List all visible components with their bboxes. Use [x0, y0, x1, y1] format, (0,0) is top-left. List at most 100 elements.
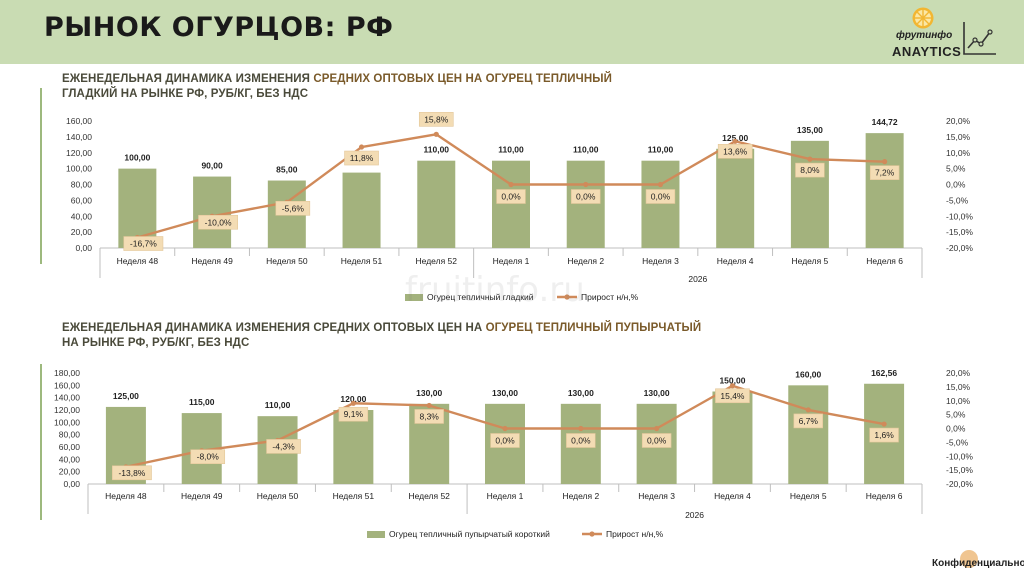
chart2-bar [333, 410, 374, 484]
chart2-legend-line-label: Прирост н/н,% [606, 529, 664, 539]
chart2-growth-label: 15,4% [720, 391, 745, 401]
chart1-growth-label-box [275, 200, 311, 216]
chart1-category-label: Неделя 48 [117, 256, 159, 266]
chart2-y-right-tick: 5,0% [946, 410, 966, 420]
chart1-growth-point [433, 131, 439, 137]
chart2-category-label: Неделя 1 [487, 491, 524, 501]
chart1-bar [193, 176, 232, 248]
chart2-bar-label: 125,00 [113, 391, 139, 401]
chart1-growth-label-box [571, 189, 601, 204]
chart1-legend-bar-swatch [405, 294, 423, 301]
chart2-y-right-tick: 20,0% [946, 368, 971, 378]
chart2-legend-line-marker [589, 531, 595, 537]
chart2-bar-label: 160,00 [795, 369, 821, 379]
chart2-y-right-tick: 10,0% [946, 396, 971, 406]
chart2-growth-point [426, 402, 432, 409]
chart1-bar-label: 144,72 [872, 117, 898, 127]
chart1-category-label: Неделя 4 [717, 256, 754, 266]
chart1-category-label: Неделя 3 [642, 256, 679, 266]
chart1-growth-label-box [198, 214, 238, 230]
chart2-growth-point [350, 400, 356, 406]
chart2-year-label: 2026 [685, 510, 704, 520]
chart2-y-left-tick: 160,00 [54, 380, 80, 390]
chart2-bar-label: 150,00 [719, 376, 745, 386]
chart1-growth-label-box [496, 189, 526, 204]
chart1-growth-label: 8,0% [800, 165, 820, 175]
chart1-y-left-tick: 60,00 [71, 195, 93, 205]
brand-logo: фрутинфо ANAYTICS [888, 6, 1008, 60]
chart1-bar-label: 135,00 [797, 125, 823, 135]
chart1-y-right-tick: -20,0% [946, 243, 973, 253]
chart2-growth-label-box [338, 406, 369, 422]
chart2-growth-point [729, 383, 736, 389]
chart2-y-right-tick: 15,0% [946, 382, 971, 392]
chart2-category-label: Неделя 6 [866, 491, 903, 501]
chart2-category-label: Неделя 51 [333, 491, 375, 501]
chart1-growth-label-box [717, 144, 753, 159]
chart1-bar [641, 160, 680, 248]
chart1-growth-label-box [645, 189, 676, 204]
chart2-growth-label-box [190, 449, 226, 465]
chart2-bar-label: 130,00 [644, 388, 670, 398]
chart1-bar-label: 110,00 [573, 145, 599, 155]
chart2-growth-point [654, 425, 660, 432]
chart2-bar-label: 130,00 [492, 388, 518, 398]
chart2-bar [788, 385, 829, 484]
chart2-growth-label: 9,1% [344, 409, 364, 419]
chart2-growth-label-box [490, 433, 520, 448]
chart1-y-right-tick: 5,0% [946, 164, 966, 174]
chart1-title-part1: ЕЖЕНЕДЕЛЬНАЯ ДИНАМИКА ИЗМЕНЕНИЯ [62, 73, 314, 85]
header-band [0, 0, 1024, 64]
chart1-y-right-tick: 0,0% [946, 180, 966, 190]
chart1-category-label: Неделя 52 [416, 256, 458, 266]
chart2-y-right-tick: -15,0% [946, 465, 973, 475]
chart1-bar [342, 172, 381, 248]
chart1-growth-label: 13,6% [723, 146, 748, 156]
chart1-category-label: Неделя 5 [792, 256, 829, 266]
chart1-growth-point [732, 138, 738, 144]
chart1-growth-label: 0,0% [576, 192, 596, 202]
chart2-category-label: Неделя 48 [105, 491, 147, 501]
chart2-y-left-tick: 120,00 [54, 405, 80, 415]
chart1-y-left-tick: 120,00 [66, 148, 92, 158]
chart2-growth-label: 8,3% [419, 411, 439, 421]
chart1-y-left-tick: 140,00 [66, 132, 92, 142]
chart2-legend-bar-label: Огурец тепличный пупырчатый короткий [389, 529, 550, 539]
chart1-y-left-tick: 100,00 [66, 164, 92, 174]
chart2-growth-point [881, 421, 887, 427]
chart1-legend-bar-label: Огурец тепличный гладкий [427, 292, 534, 302]
chart1-category-label: Неделя 49 [191, 256, 233, 266]
chart2-category-label: Неделя 3 [638, 491, 675, 501]
chart2-growth-label: -8,0% [197, 452, 220, 462]
chart1-category-label: Неделя 2 [567, 256, 604, 266]
chart2-growth-label: -4,3% [272, 441, 295, 451]
chart2-title-part1: ЕЖЕНЕДЕЛЬНАЯ ДИНАМИКА ИЗМЕНЕНИЯ СРЕДНИХ … [62, 322, 486, 334]
chart2-bar-label: 110,00 [265, 400, 291, 410]
chart1-y-right-tick: 15,0% [946, 132, 971, 142]
chart2-y-left-tick: 180,00 [54, 368, 80, 378]
logo-brand-text: фрутинфо [896, 30, 953, 41]
chart2-growth-point [502, 425, 508, 432]
chart1-growth-label-box [123, 236, 164, 251]
chart2-growth-label-box [869, 427, 899, 443]
chart2-y-left-tick: 20,00 [59, 467, 81, 477]
chart2-y-right-tick: 0,0% [946, 424, 966, 434]
chart-smooth-cucumber: 0,00 20,00 40,00 60,00 80,00 100,00 120,00 140,… [66, 112, 973, 302]
chart2-bar-label: 130,00 [416, 388, 442, 398]
page-title: РЫНОК ОГУРЦОВ: РФ [44, 12, 394, 43]
chart1-y-left-tick: 40,00 [71, 211, 93, 221]
chart1-y-right-tick: -5,0% [946, 195, 969, 205]
chart1-bar [417, 160, 456, 248]
chart2-growth-label: 1,6% [874, 430, 894, 440]
chart2-growth-label-box [793, 413, 823, 429]
chart2-growth-label: 0,0% [571, 436, 591, 446]
chart1-bar-label: 110,00 [648, 145, 674, 155]
chart2-bar-label: 115,00 [189, 397, 215, 407]
chart2-growth-label: 0,0% [647, 436, 667, 446]
chart1-bar-label: 125,00 [722, 133, 748, 143]
chart2-y-left-tick: 0,00 [63, 479, 80, 489]
chart2-y-right-tick: -5,0% [946, 437, 969, 447]
chart1-bar-label: 110,00 [424, 145, 450, 155]
chart1-bar-label: 90,00 [201, 161, 223, 171]
